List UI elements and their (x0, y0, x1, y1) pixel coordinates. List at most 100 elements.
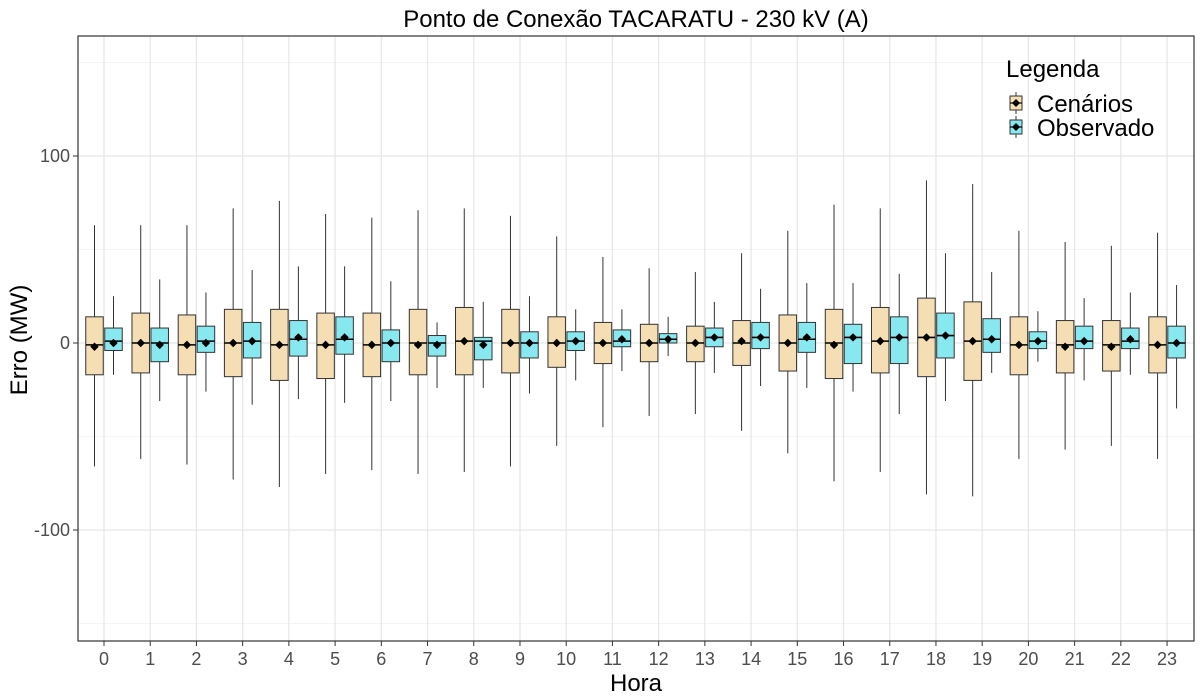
box-cenarios (824, 204, 844, 482)
mean-marker (525, 338, 534, 348)
box-observado (381, 281, 401, 401)
x-tick-label: 6 (376, 649, 386, 669)
legend-key-observado (1009, 116, 1023, 138)
box-observado (843, 283, 863, 392)
box-observado (751, 288, 770, 387)
x-tick-label: 10 (556, 649, 576, 669)
box-observado (1167, 285, 1186, 409)
mean-marker (1153, 340, 1162, 350)
box-cenarios (408, 210, 428, 474)
box-observado (474, 301, 493, 388)
mean-marker (802, 333, 811, 342)
box-cenarios (1148, 232, 1167, 459)
box-observado (797, 283, 817, 388)
box-observado (612, 309, 632, 372)
x-tick-label: 7 (423, 649, 433, 669)
mean-marker (386, 338, 396, 348)
box-cenarios (85, 225, 104, 467)
mean-marker (571, 336, 580, 346)
box-observado (427, 322, 447, 388)
mean-marker (783, 338, 792, 348)
mean-marker (1107, 342, 1116, 351)
box-cenarios (639, 268, 659, 416)
box-cenarios (131, 225, 150, 459)
x-tick-label: 2 (191, 649, 201, 669)
legend-key-mean (1012, 123, 1020, 131)
mean-marker (432, 340, 442, 350)
x-tick-label: 9 (515, 649, 525, 669)
mean-marker (479, 340, 488, 350)
legend-key-mean (1012, 99, 1020, 107)
x-tick-label: 4 (284, 649, 294, 669)
box-cenarios (963, 184, 982, 497)
mean-marker (413, 340, 423, 350)
mean-marker (737, 336, 746, 346)
box-cenarios (732, 253, 751, 431)
legend-title: Legenda (1006, 56, 1100, 83)
box-observado (982, 271, 1001, 373)
mean-marker (987, 335, 996, 344)
box-observado (705, 301, 724, 373)
mean-marker (228, 338, 238, 348)
box-cenarios (316, 213, 335, 474)
box-cenarios (362, 217, 382, 471)
box-body (843, 323, 863, 365)
legend-label: Observado (1037, 115, 1154, 142)
mean-marker (1060, 342, 1070, 351)
y-tick-label: -100 (34, 520, 70, 540)
mean-marker (617, 335, 627, 344)
box-cenarios (1102, 245, 1121, 446)
box-cenarios (870, 208, 890, 473)
mean-marker (598, 338, 608, 348)
x-tick-label: 16 (834, 649, 854, 669)
x-axis-title: Hora (610, 670, 663, 697)
box-cenarios (778, 230, 798, 454)
box-observado (658, 316, 678, 357)
mean-marker (710, 333, 719, 342)
x-tick-label: 1 (145, 649, 155, 669)
x-tick-label: 19 (972, 649, 992, 669)
mean-marker (1014, 340, 1024, 350)
box-cenarios (455, 208, 474, 473)
box-cenarios (177, 225, 197, 465)
box-cenarios (223, 208, 243, 480)
mean-marker (247, 336, 257, 346)
mean-marker (201, 338, 211, 348)
mean-marker (294, 333, 303, 342)
box-observado (289, 266, 308, 400)
mean-marker (756, 333, 765, 342)
mean-marker (182, 340, 192, 350)
box-observado (1074, 298, 1094, 381)
mean-marker (1079, 336, 1089, 346)
mean-marker (506, 338, 515, 348)
x-tick-label: 13 (695, 649, 715, 669)
y-tick-label: 0 (60, 333, 70, 353)
x-tick-label: 11 (603, 649, 622, 669)
box-observado (936, 253, 955, 401)
x-tick-label: 5 (330, 649, 340, 669)
box-observado (520, 296, 539, 394)
x-tick-label: 14 (741, 649, 761, 669)
box-observado (242, 270, 262, 405)
x-tick-label: 20 (1018, 649, 1038, 669)
mean-marker (460, 336, 469, 346)
x-tick-label: 23 (1157, 649, 1177, 669)
x-tick-label: 15 (787, 649, 807, 669)
box-cenarios (547, 236, 566, 446)
mean-marker (691, 338, 700, 348)
mean-marker (922, 333, 931, 342)
x-tick-label: 17 (880, 649, 900, 669)
x-tick-label: 18 (926, 649, 946, 669)
mean-marker (968, 336, 977, 346)
mean-marker (136, 338, 145, 348)
box-observado (889, 273, 909, 415)
x-tick-label: 22 (1111, 649, 1131, 669)
box-observado (566, 309, 585, 381)
mean-marker (90, 342, 99, 351)
box-cenarios (270, 200, 289, 487)
x-tick-label: 12 (649, 649, 669, 669)
box-observado (196, 292, 216, 392)
mean-marker (1126, 335, 1135, 344)
